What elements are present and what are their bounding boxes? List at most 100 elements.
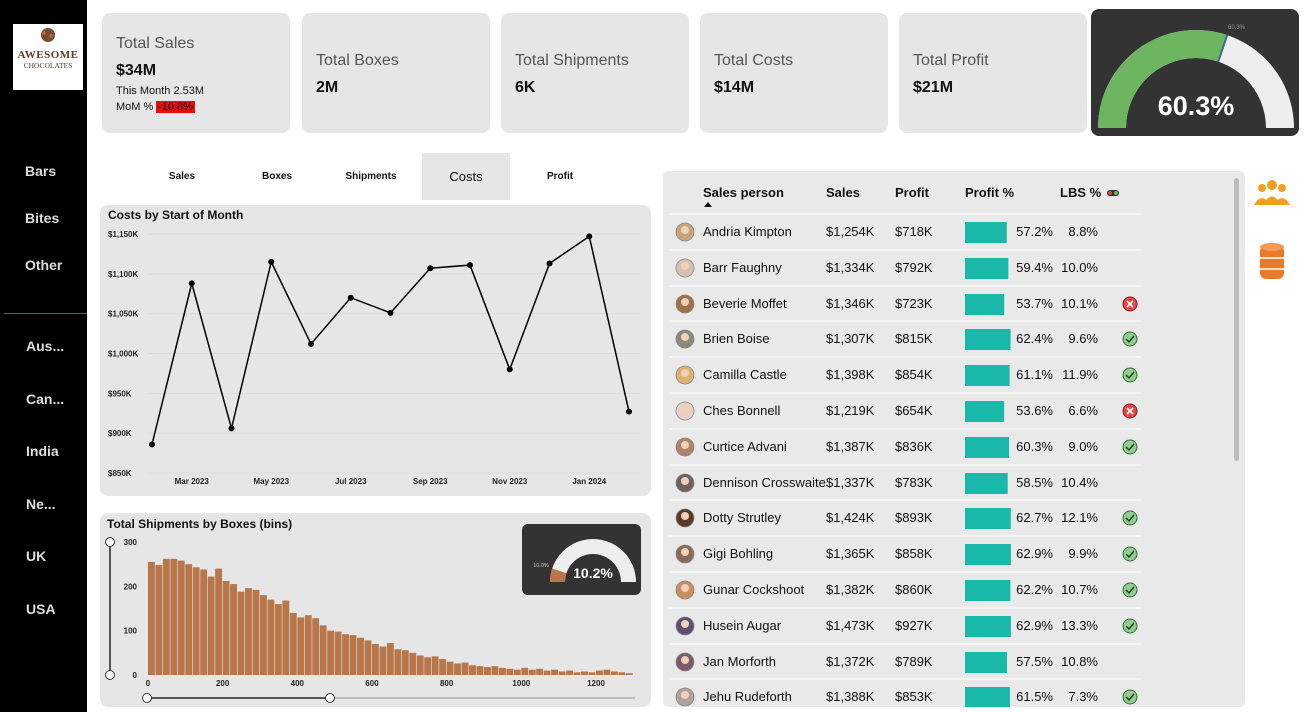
point bbox=[228, 425, 235, 432]
gauge-fill bbox=[1098, 29, 1228, 128]
bar bbox=[491, 666, 499, 675]
tab[interactable]: Boxes bbox=[261, 171, 292, 182]
bar bbox=[267, 599, 275, 675]
gauge-fill bbox=[550, 568, 567, 582]
cell-profit-pct: 58.5% bbox=[1016, 474, 1053, 490]
table-card: Sales person Sales Profit Profit % LBS % Andr… bbox=[663, 171, 1245, 707]
row-graphics bbox=[669, 428, 1141, 458]
cell-profit: $927K bbox=[895, 617, 933, 633]
column-header[interactable]: Sales person bbox=[703, 185, 784, 200]
profit-bar bbox=[965, 651, 1007, 673]
x-tick-label: 400 bbox=[291, 679, 305, 688]
cell-sales: $1,398K bbox=[826, 367, 875, 383]
cell-name: Ches Bonnell bbox=[703, 403, 781, 418]
point bbox=[427, 265, 434, 272]
x-tick-label: 200 bbox=[216, 679, 230, 688]
avatar-face bbox=[681, 619, 689, 628]
bar bbox=[603, 669, 611, 675]
gauge-marker bbox=[1217, 34, 1229, 62]
bar bbox=[521, 667, 529, 675]
column-header[interactable]: Sales bbox=[826, 185, 860, 200]
database-icon bbox=[1260, 245, 1284, 279]
header-icons bbox=[704, 190, 1119, 207]
bar bbox=[409, 652, 417, 675]
x-tick-label: 0 bbox=[146, 679, 151, 688]
x-tick-label: 1000 bbox=[512, 679, 530, 688]
sidebar-item[interactable]: Aus... bbox=[26, 338, 65, 354]
row-graphics bbox=[669, 643, 1141, 673]
y-tick-label: $850K bbox=[108, 469, 132, 478]
bar bbox=[379, 646, 387, 675]
cell-profit-pct: 57.5% bbox=[1016, 653, 1053, 669]
point bbox=[149, 441, 155, 448]
status-good bbox=[1122, 510, 1138, 526]
cell-profit-pct: 62.7% bbox=[1016, 510, 1053, 526]
avatar-face bbox=[681, 226, 689, 234]
avatar-face bbox=[681, 584, 689, 592]
x-tick-label: 600 bbox=[365, 679, 379, 688]
cell-name: Andria Kimpton bbox=[703, 224, 792, 239]
sidebar-item[interactable]: Can... bbox=[26, 390, 65, 407]
tab[interactable]: Costs bbox=[422, 153, 510, 200]
line bbox=[151, 235, 630, 445]
point bbox=[586, 233, 593, 240]
y-tick-label: 0 bbox=[133, 671, 138, 680]
y-tick-label: $900K bbox=[108, 429, 132, 438]
profit-bar bbox=[965, 329, 1011, 351]
bar bbox=[424, 657, 432, 675]
kpi-title: Total Shipments bbox=[515, 52, 629, 69]
sidebar-item[interactable]: Ne... bbox=[26, 495, 56, 512]
bar bbox=[439, 659, 447, 675]
status-good bbox=[1122, 439, 1138, 455]
sidebar-item[interactable]: UK bbox=[26, 548, 47, 565]
cell-lbs: 10.0% bbox=[1061, 259, 1098, 275]
row-graphics bbox=[669, 607, 1141, 637]
sidebar-item[interactable]: USA bbox=[26, 601, 56, 617]
sidebar-item[interactable]: Bites bbox=[25, 210, 60, 226]
avatar-face bbox=[681, 333, 689, 342]
database-icon bbox=[1260, 243, 1284, 251]
cell-lbs: 10.7% bbox=[1061, 582, 1098, 597]
column-header[interactable]: Profit bbox=[895, 185, 929, 200]
bar bbox=[506, 668, 514, 675]
gauge-label: 60.3% bbox=[1158, 91, 1235, 121]
bar bbox=[618, 672, 626, 675]
cell-name: Camilla Castle bbox=[703, 367, 787, 383]
y-tick-label: 300 bbox=[124, 538, 138, 547]
profit-bar bbox=[965, 257, 1009, 279]
sidebar-item[interactable]: Bars bbox=[25, 163, 57, 179]
logo-line1: AWESOME bbox=[17, 49, 79, 61]
chart-card bbox=[100, 205, 651, 496]
cell-profit: $792K bbox=[895, 259, 933, 275]
cell-lbs: 7.3% bbox=[1068, 689, 1098, 705]
cell-name: Jan Morforth bbox=[703, 653, 776, 669]
status-good bbox=[1122, 582, 1138, 598]
column-header[interactable]: Profit % bbox=[965, 185, 1015, 200]
tab[interactable]: Profit bbox=[546, 171, 574, 182]
bar bbox=[595, 670, 603, 675]
column-header[interactable]: LBS % bbox=[1060, 185, 1102, 200]
sidebar-item[interactable]: Other bbox=[25, 257, 63, 273]
people-icon bbox=[1258, 184, 1266, 192]
tab[interactable]: Shipments bbox=[345, 171, 397, 182]
logo: AWESOME CHOCOLATES bbox=[13, 24, 83, 90]
bar bbox=[177, 560, 185, 675]
kpi-mom-label: MoM % bbox=[116, 101, 154, 113]
cell-sales: $1,337K bbox=[826, 474, 875, 490]
gauge-card: 60.3% 60.3% bbox=[1091, 9, 1299, 136]
scrollbar bbox=[1234, 178, 1239, 461]
tab[interactable]: Sales bbox=[168, 171, 196, 182]
status-bad bbox=[1126, 300, 1134, 308]
x-tick-label: Mar 2023 bbox=[175, 477, 210, 486]
slider-handle bbox=[105, 670, 115, 680]
profit-bar bbox=[965, 615, 1011, 637]
cell-sales: $1,473K bbox=[826, 617, 875, 633]
sidebar-item[interactable]: India bbox=[26, 443, 59, 460]
cell-sales: $1,372K bbox=[826, 653, 875, 669]
cell-name: Brien Boise bbox=[703, 331, 770, 347]
bar bbox=[566, 670, 573, 675]
row-graphics bbox=[669, 678, 1141, 707]
x-tick-label: 1200 bbox=[587, 679, 605, 688]
cell-name: Gunar Cockshoot bbox=[703, 582, 805, 597]
avatar-face bbox=[681, 691, 689, 700]
